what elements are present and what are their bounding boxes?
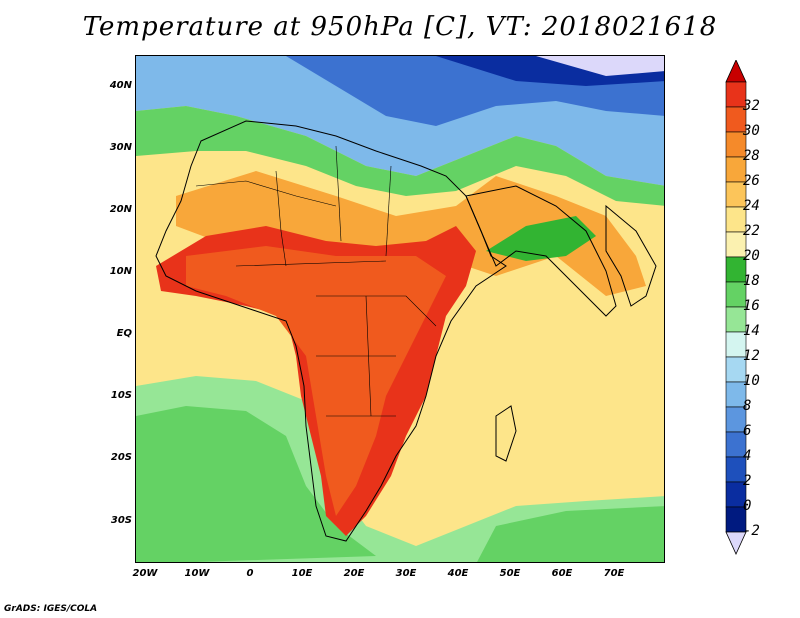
lat-label: 30S	[110, 515, 132, 526]
colorbar-label: 14	[743, 323, 760, 339]
lat-label: 20N	[109, 204, 132, 215]
colorbar-label: 10	[743, 373, 760, 389]
madagascar-coastline	[495, 405, 517, 462]
lon-label: 30E	[395, 568, 417, 579]
colorbar-label: 26	[743, 173, 760, 189]
colorbar-label: 6	[743, 423, 752, 439]
lon-label: 40E	[447, 568, 469, 579]
lon-label: 60E	[551, 568, 573, 579]
field-arabian-sea	[486, 216, 596, 261]
colorbar-label: 4	[743, 448, 752, 464]
colorbar-label: 30	[743, 123, 760, 139]
lon-label: 50E	[499, 568, 521, 579]
temperature-field	[136, 56, 664, 562]
lon-label: 10W	[184, 568, 210, 579]
field-very-hot-africa	[186, 246, 446, 516]
india-coastline	[605, 204, 657, 307]
field-warm-sahara	[176, 171, 646, 296]
arabia-coastline	[465, 185, 617, 317]
lat-label: 10N	[109, 266, 132, 277]
colorbar-label: 16	[743, 298, 760, 314]
colorbar	[725, 60, 747, 555]
colorbar-label: -2	[743, 523, 760, 539]
colorbar-label: 32	[743, 98, 760, 114]
temperature-map	[135, 55, 665, 563]
lat-label: 30N	[109, 142, 132, 153]
lat-label: 10S	[110, 390, 132, 401]
lat-label: 20S	[110, 452, 132, 463]
colorbar-label: 22	[743, 223, 760, 239]
colorbar-top-arrow	[725, 60, 747, 83]
field-south-indian	[477, 506, 664, 562]
colorbar-label: 0	[743, 498, 752, 514]
colorbar-label: 20	[743, 248, 760, 264]
lon-label: 10E	[291, 568, 313, 579]
map-title: Temperature at 950hPa [C], VT: 201802161…	[82, 12, 718, 42]
country-borders	[195, 145, 437, 417]
africa-coastline	[155, 120, 507, 542]
lon-label: 0	[246, 568, 254, 579]
lat-label: 40N	[109, 80, 132, 91]
colorbar-bottom-arrow	[725, 531, 747, 555]
colorbar-label: 28	[743, 148, 760, 164]
colorbar-label: 18	[743, 273, 760, 289]
lat-label: EQ	[116, 328, 132, 339]
grads-credit: GrADS: IGES/COLA	[4, 604, 98, 614]
lon-label: 20E	[343, 568, 365, 579]
colorbar-label: 12	[743, 348, 760, 364]
field-frozen-north	[536, 56, 664, 76]
colorbar-label: 8	[743, 398, 752, 414]
field-mild-band	[136, 106, 664, 206]
lon-label: 70E	[603, 568, 625, 579]
lon-label: 20W	[132, 568, 158, 579]
field-south-atlantic	[136, 406, 376, 562]
colorbar-label: 24	[743, 198, 760, 214]
colorbar-label: 2	[743, 473, 752, 489]
